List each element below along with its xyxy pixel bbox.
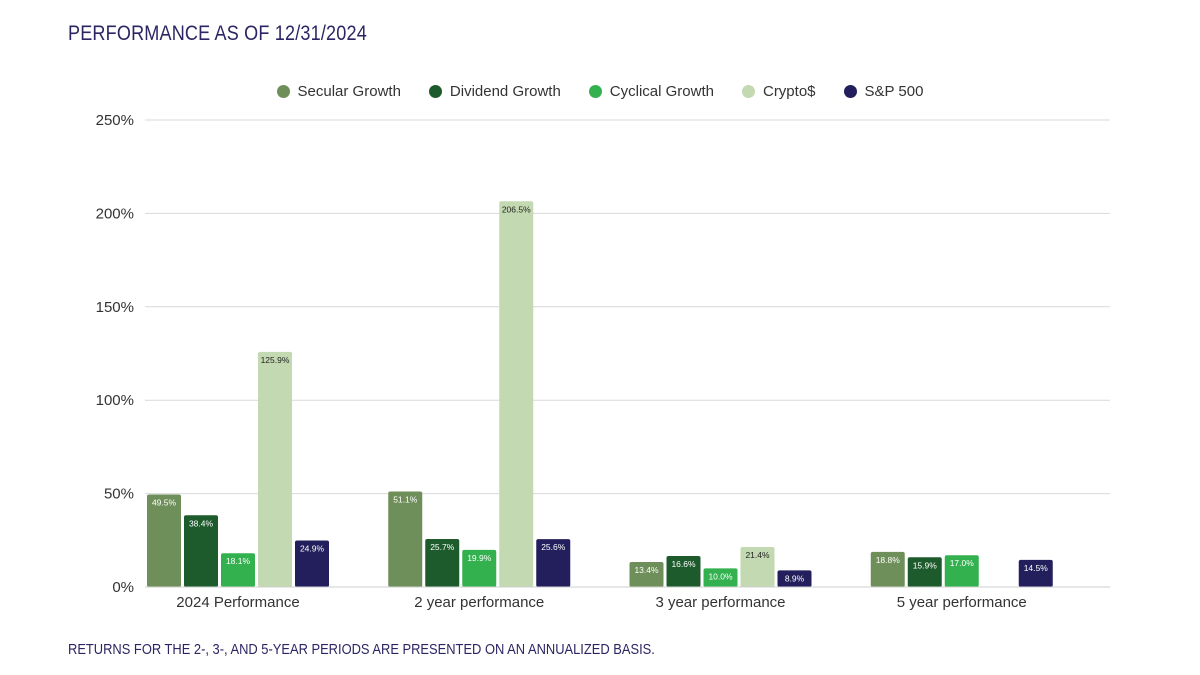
data-label: 17.0% — [950, 558, 975, 568]
legend-swatch — [843, 84, 857, 98]
legend-swatch — [588, 84, 602, 98]
bar — [499, 201, 534, 587]
data-label: 24.9% — [300, 543, 325, 553]
bar — [907, 557, 942, 587]
x-category-label: 5 year performance — [897, 594, 1027, 611]
data-label: 19.9% — [467, 553, 492, 563]
legend-label: S&P 500 — [864, 82, 924, 100]
data-label: 14.5% — [1024, 563, 1049, 573]
bar — [870, 551, 905, 587]
legend-label: Secular Growth — [297, 82, 401, 100]
legend-item: S&P 500 — [843, 82, 924, 100]
data-label: 16.6% — [671, 559, 696, 569]
x-category-label: 3 year performance — [655, 594, 785, 611]
legend-swatch — [741, 84, 755, 98]
data-label: 125.9% — [261, 355, 290, 365]
data-label: 15.9% — [913, 560, 938, 570]
data-label: 18.1% — [226, 556, 251, 566]
data-label: 25.6% — [541, 542, 566, 552]
data-label: 18.8% — [876, 555, 901, 565]
data-label: 38.4% — [189, 518, 214, 528]
bar — [258, 351, 292, 587]
bar — [295, 540, 329, 587]
legend-swatch — [428, 84, 442, 98]
bar — [944, 555, 979, 587]
data-label: 206.5% — [502, 204, 531, 214]
x-category-label: 2 year performance — [414, 594, 544, 611]
legend-item: Crypto$ — [741, 82, 816, 100]
bar — [388, 491, 423, 587]
bar — [221, 553, 255, 587]
y-tick-label: 100% — [96, 392, 134, 409]
bar — [1018, 559, 1053, 587]
bar — [425, 538, 460, 587]
bar — [629, 561, 664, 587]
x-category-label: 2024 Performance — [176, 594, 299, 611]
legend-label: Dividend Growth — [449, 82, 561, 100]
data-label: 10.0% — [708, 571, 733, 581]
bar — [740, 547, 775, 587]
bar — [147, 494, 181, 587]
data-label: 21.4% — [745, 550, 770, 560]
data-label: 25.7% — [430, 542, 455, 552]
y-tick-label: 150% — [96, 299, 134, 316]
legend-label: Crypto$ — [762, 82, 816, 100]
legend-label: Cyclical Growth — [609, 82, 714, 100]
bar — [777, 570, 812, 587]
y-tick-label: 50% — [104, 486, 134, 503]
legend-item: Cyclical Growth — [588, 82, 714, 100]
footnote: RETURNS FOR THE 2-, 3-, AND 5-YEAR PERIO… — [68, 641, 655, 658]
bar — [462, 549, 497, 587]
bar — [703, 568, 738, 587]
chart-legend: Secular Growth Dividend Growth Cyclical Gr… — [0, 80, 1200, 102]
data-label: 51.1% — [393, 495, 418, 505]
data-label: 8.9% — [785, 573, 805, 583]
legend-swatch — [276, 84, 290, 98]
bar — [666, 555, 701, 587]
y-tick-label: 250% — [96, 112, 134, 129]
legend-item: Secular Growth — [276, 82, 401, 100]
page-title: PERFORMANCE AS OF 12/31/2024 — [68, 22, 367, 45]
legend-item: Dividend Growth — [428, 82, 561, 100]
data-label: 49.5% — [152, 498, 177, 508]
bar — [184, 515, 218, 587]
y-tick-label: 0% — [112, 579, 134, 596]
data-label: 13.4% — [634, 565, 659, 575]
y-tick-label: 200% — [96, 205, 134, 222]
bar — [536, 539, 571, 587]
